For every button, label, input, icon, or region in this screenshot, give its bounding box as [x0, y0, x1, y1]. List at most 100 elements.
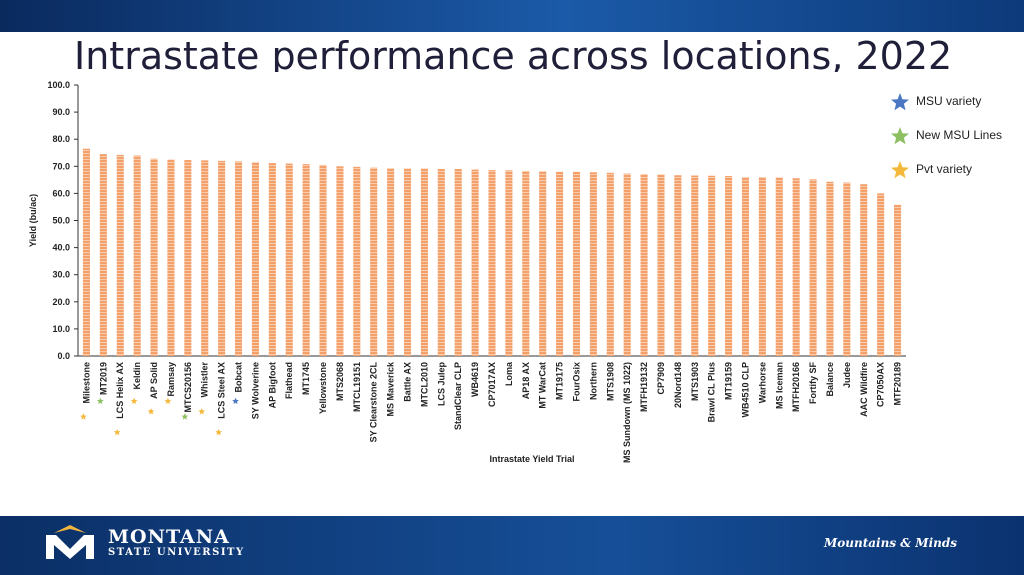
legend-item-new-msu-lines: New MSU Lines: [888, 124, 1024, 158]
x-tick-label: MTS2068: [335, 362, 345, 401]
x-tick-label: MTS1903: [690, 362, 700, 401]
bar: [843, 182, 851, 356]
bar: [691, 175, 699, 356]
star-marker-icon: [232, 397, 239, 404]
logo-subtitle: STATE UNIVERSITY: [108, 547, 245, 558]
bar: [792, 178, 800, 356]
msu-logo-icon: [46, 525, 94, 559]
x-tick-label: Battle AX: [403, 362, 413, 402]
footer-band: [0, 516, 1024, 575]
x-tick-label: LCS Julep: [436, 362, 446, 407]
bar: [403, 168, 412, 356]
x-tick-label: Milestone: [81, 362, 91, 404]
bar: [150, 158, 158, 356]
y-tick-label: 100.0: [47, 80, 70, 90]
bar: [184, 160, 192, 356]
x-tick-label: MTCL2010: [419, 362, 429, 407]
green-star-icon: [891, 127, 909, 145]
x-tick-label: Judee: [842, 362, 852, 388]
x-tick-label: Balance: [825, 362, 835, 397]
x-tick-label: MTS1908: [605, 362, 615, 401]
x-axis-title: Intrastate Yield Trial: [489, 454, 574, 464]
bar: [860, 184, 868, 356]
x-tick-label: MTCL19151: [352, 362, 362, 412]
x-tick-label: SY Clearstone 2CL: [369, 362, 379, 443]
x-tick-label: CP7909: [656, 362, 666, 395]
bar: [218, 160, 226, 356]
header-band: [0, 0, 1024, 32]
bar: [877, 193, 885, 356]
legend-label: Pvt variety: [916, 162, 973, 176]
y-tick-label: 0.0: [57, 351, 70, 361]
x-tick-label: SY Wolverine: [250, 362, 260, 419]
bar: [454, 169, 462, 356]
x-tick-label: MS Sundown (MS 1022): [622, 362, 632, 463]
x-tick-label: MT WarCat: [538, 362, 548, 409]
bar: [758, 177, 766, 356]
x-tick-label: Northern: [588, 362, 598, 400]
star-marker-icon: [181, 413, 189, 420]
x-tick-label: MT2019: [98, 362, 108, 395]
x-tick-label: WB4619: [470, 362, 480, 397]
yellow-star-icon: [891, 161, 909, 179]
x-tick-label: LCS Steel AX: [217, 362, 227, 419]
y-tick-label: 90.0: [52, 107, 70, 117]
x-tick-label: WB4510 CLP: [740, 362, 750, 418]
y-tick-label: 50.0: [52, 216, 70, 226]
x-tick-label: Keldin: [132, 362, 142, 390]
bar: [775, 177, 783, 356]
bar: [488, 170, 496, 356]
bar: [826, 181, 834, 356]
bar: [522, 170, 530, 356]
x-tick-label: Warhorse: [757, 362, 767, 403]
bar: [370, 167, 378, 356]
bar: [420, 168, 428, 356]
bar: [623, 173, 631, 356]
bar: [708, 175, 716, 356]
bar: [606, 172, 614, 356]
bar: [674, 175, 682, 356]
bar: [572, 171, 581, 356]
bar: [353, 166, 361, 356]
star-marker-icon: [97, 397, 104, 404]
bar: [234, 161, 243, 356]
y-tick-label: 80.0: [52, 134, 70, 144]
y-tick-label: 40.0: [52, 243, 70, 253]
chart-legend: MSU variety New MSU Lines Pvt variety: [888, 90, 1024, 192]
y-tick-label: 70.0: [52, 161, 70, 171]
bar: [336, 166, 344, 356]
x-tick-label: AP Bigfoot: [267, 362, 277, 408]
star-marker-icon: [147, 408, 155, 415]
x-tick-label: StandClear CLP: [453, 362, 463, 430]
bar: [809, 179, 817, 356]
x-tick-label: AP18 AX: [521, 362, 531, 399]
x-tick-label: MT19159: [724, 362, 734, 400]
bar: [319, 164, 327, 356]
star-marker-icon: [113, 428, 121, 436]
x-tick-label: Ramsay: [166, 362, 176, 397]
blue-star-icon: [891, 93, 909, 111]
y-tick-label: 60.0: [52, 188, 70, 198]
bar: [251, 162, 259, 356]
bar: [894, 204, 902, 356]
star-marker-icon: [164, 397, 172, 404]
legend-item-msu-variety: MSU variety: [888, 90, 1024, 124]
bar: [116, 154, 124, 356]
x-tick-label: CP7017AX: [487, 362, 497, 407]
x-tick-label: LCS Helix AX: [115, 362, 125, 419]
x-tick-label: Fortify SF: [808, 361, 818, 404]
x-tick-label: Flathead: [284, 362, 294, 399]
x-tick-label: MTCS20156: [183, 362, 193, 413]
x-tick-label: 20Nord148: [673, 362, 683, 408]
bar: [437, 169, 445, 356]
x-tick-label: Loma: [504, 361, 514, 386]
bar: [387, 168, 395, 356]
x-tick-label: MTFH20166: [791, 362, 801, 412]
bar: [539, 171, 547, 356]
star-marker-icon: [215, 428, 222, 436]
x-tick-label: FourOsix: [571, 362, 581, 402]
y-axis-title: Yield (bu/ac): [28, 194, 38, 247]
x-tick-label: MS Maverick: [386, 361, 396, 417]
x-tick-label: Bobcat: [234, 362, 244, 393]
y-tick-label: 20.0: [52, 297, 70, 307]
